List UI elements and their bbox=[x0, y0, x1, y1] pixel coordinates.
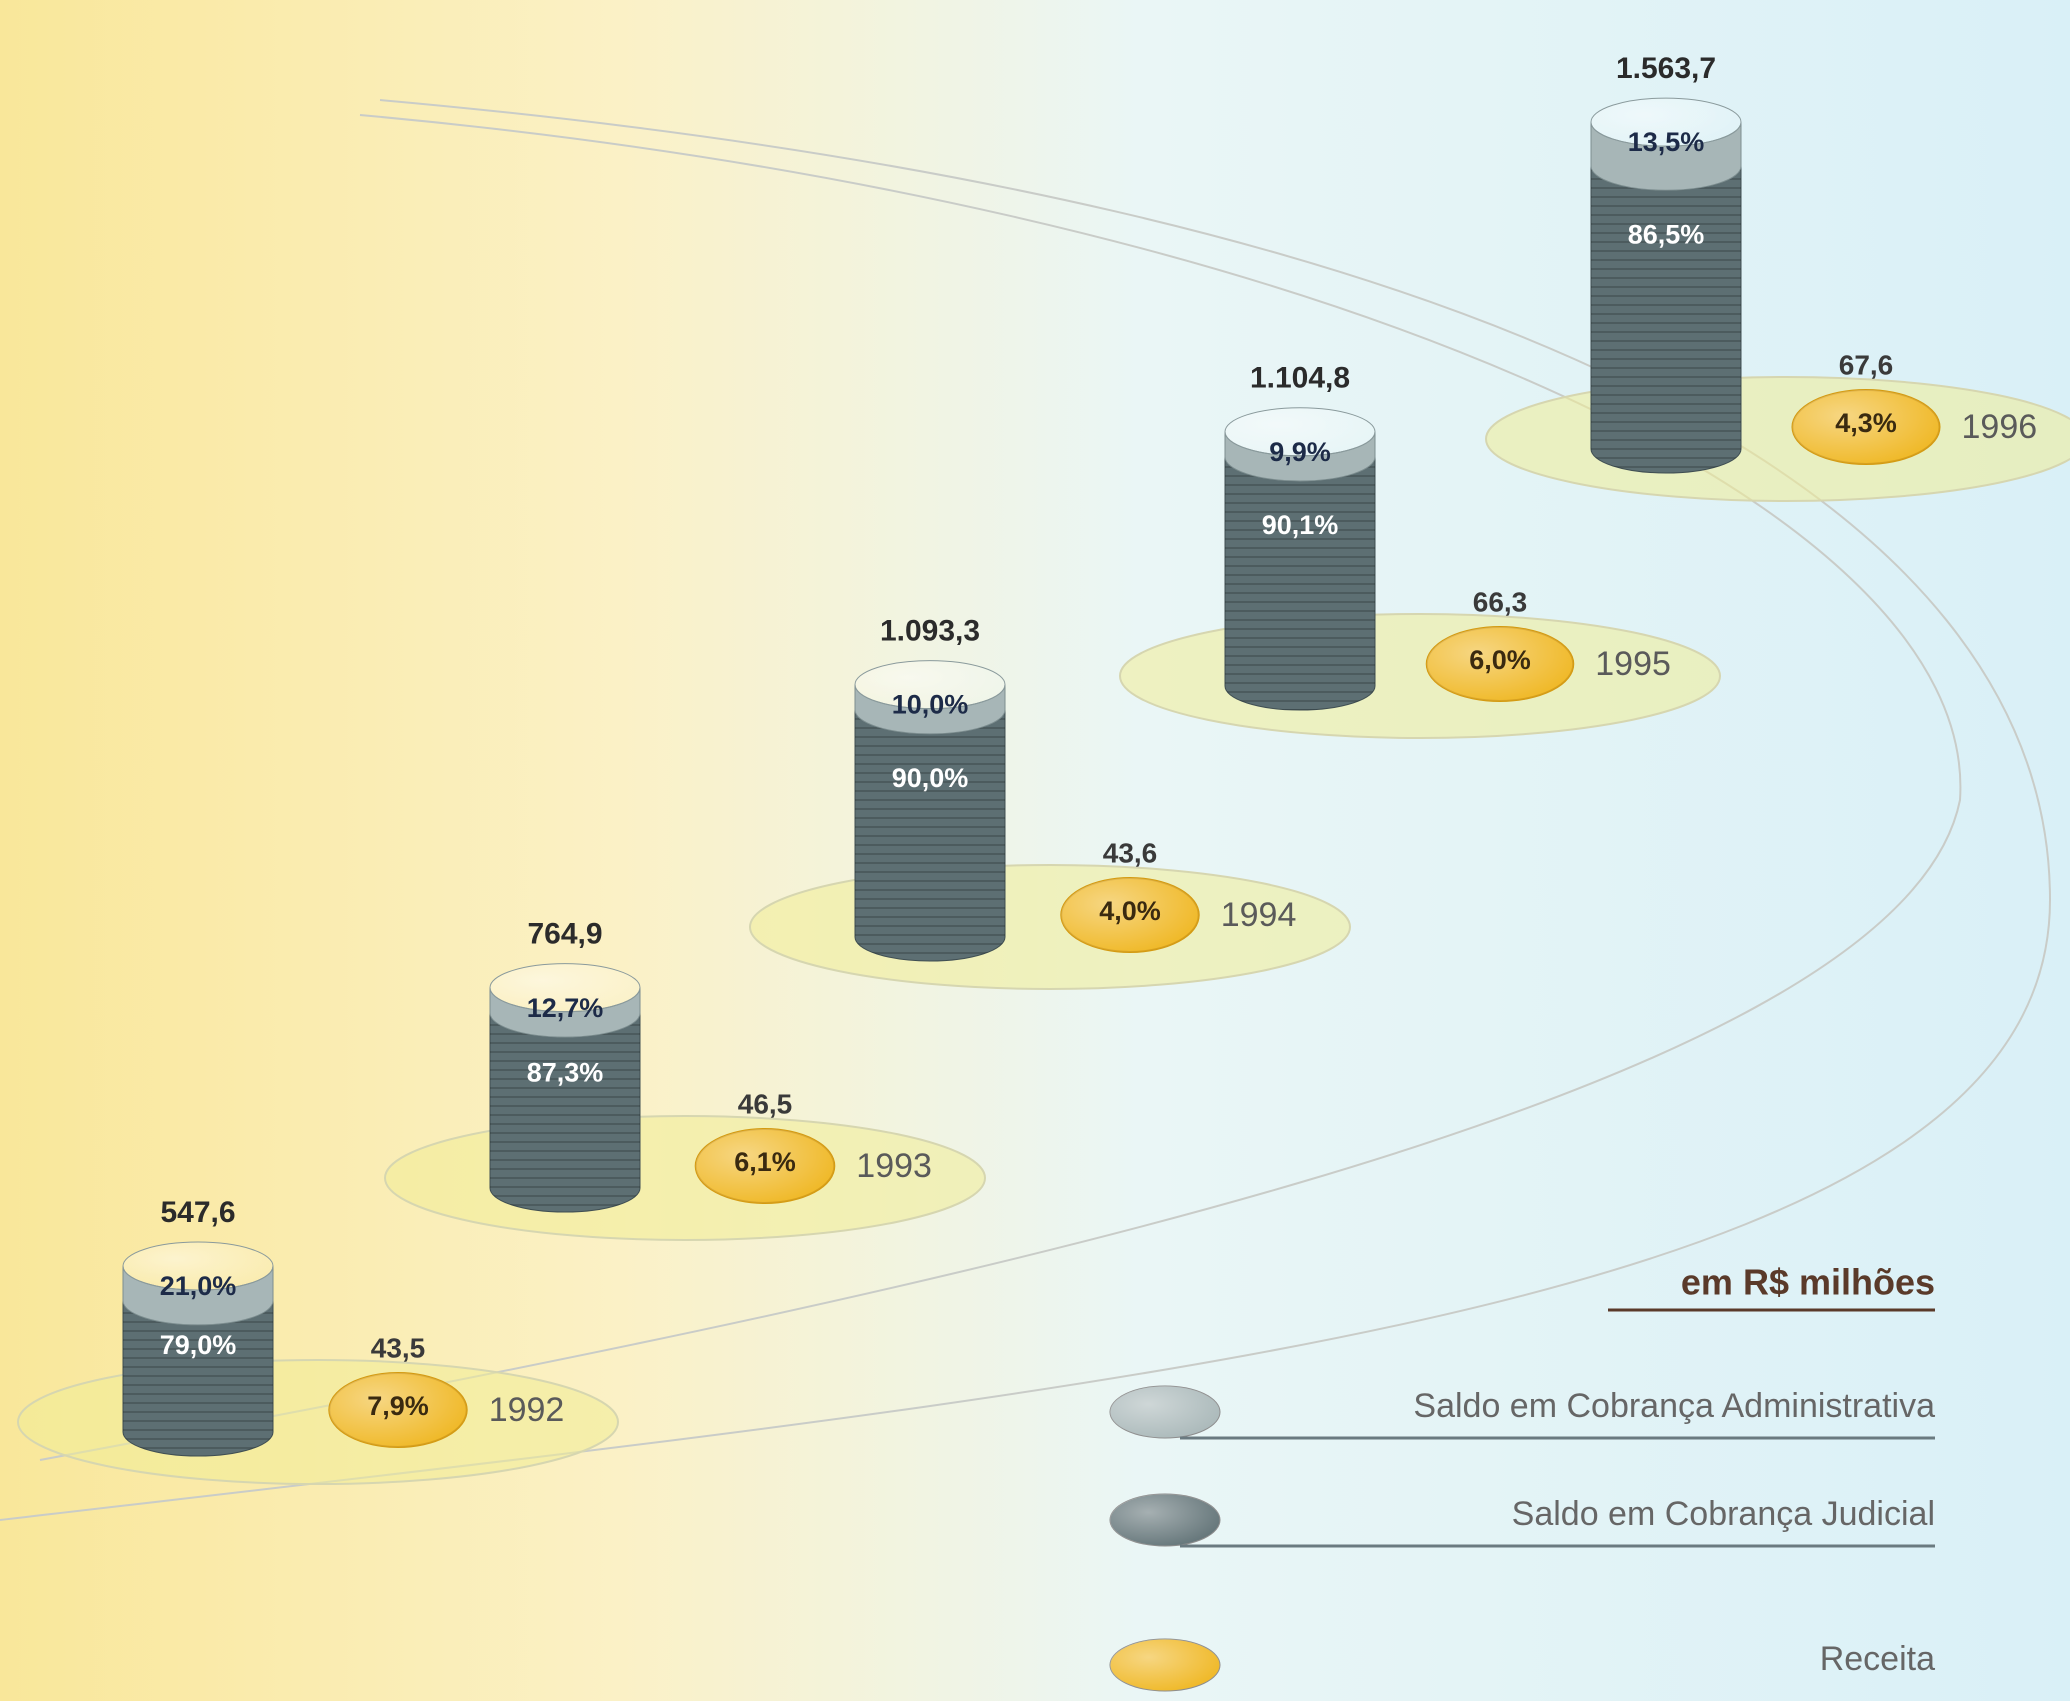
year-label: 1992 bbox=[489, 1391, 565, 1429]
receita-label: 43,6 bbox=[1103, 837, 1158, 868]
receita-label: 67,6 bbox=[1839, 349, 1894, 380]
receita-share: 4,3% bbox=[1835, 408, 1897, 438]
legend-shine bbox=[1110, 1494, 1220, 1546]
total-label: 547,6 bbox=[160, 1196, 235, 1229]
legend-shine bbox=[1110, 1639, 1220, 1691]
receita-label: 46,5 bbox=[738, 1088, 793, 1119]
admin-label: 10,0% bbox=[892, 690, 969, 720]
receita-label: 43,5 bbox=[371, 1332, 426, 1363]
chart: em R$ milhões 547,6 21,0% 79,0% 7,9% 43,5 199… bbox=[0, 0, 2070, 1701]
receita-share: 7,9% bbox=[367, 1391, 429, 1421]
coin-ridges bbox=[490, 1013, 640, 1212]
judicial-label: 87,3% bbox=[527, 1057, 604, 1087]
total-label: 1.563,7 bbox=[1616, 52, 1716, 85]
judicial-label: 86,5% bbox=[1628, 219, 1705, 249]
admin-label: 12,7% bbox=[527, 993, 604, 1023]
total-label: 1.093,3 bbox=[880, 615, 980, 648]
judicial-label: 90,0% bbox=[892, 763, 969, 793]
admin-label: 13,5% bbox=[1628, 127, 1705, 157]
year-label: 1996 bbox=[1962, 408, 2038, 446]
year-label: 1993 bbox=[856, 1147, 932, 1185]
admin-label: 9,9% bbox=[1269, 437, 1331, 467]
admin-label: 21,0% bbox=[160, 1271, 237, 1301]
legend-shine bbox=[1110, 1386, 1220, 1438]
year-label: 1995 bbox=[1595, 645, 1671, 683]
receita-share: 6,1% bbox=[734, 1147, 796, 1177]
coin-ridges bbox=[1591, 166, 1741, 473]
coin-ridges bbox=[855, 710, 1005, 961]
total-label: 1.104,8 bbox=[1250, 362, 1350, 395]
judicial-label: 90,1% bbox=[1262, 510, 1339, 540]
legend-label: Saldo em Cobrança Judicial bbox=[1512, 1495, 1935, 1533]
coin-ridges bbox=[1225, 457, 1375, 710]
legend-label: Saldo em Cobrança Administrativa bbox=[1413, 1387, 1935, 1425]
judicial-label: 79,0% bbox=[160, 1330, 237, 1360]
receita-share: 4,0% bbox=[1099, 896, 1161, 926]
total-label: 764,9 bbox=[527, 918, 602, 951]
receita-label: 66,3 bbox=[1473, 586, 1528, 617]
year-label: 1994 bbox=[1221, 896, 1297, 934]
legend-label: Receita bbox=[1820, 1640, 1935, 1678]
receita-share: 6,0% bbox=[1469, 645, 1531, 675]
unit-note: em R$ milhões bbox=[1681, 1262, 1935, 1303]
